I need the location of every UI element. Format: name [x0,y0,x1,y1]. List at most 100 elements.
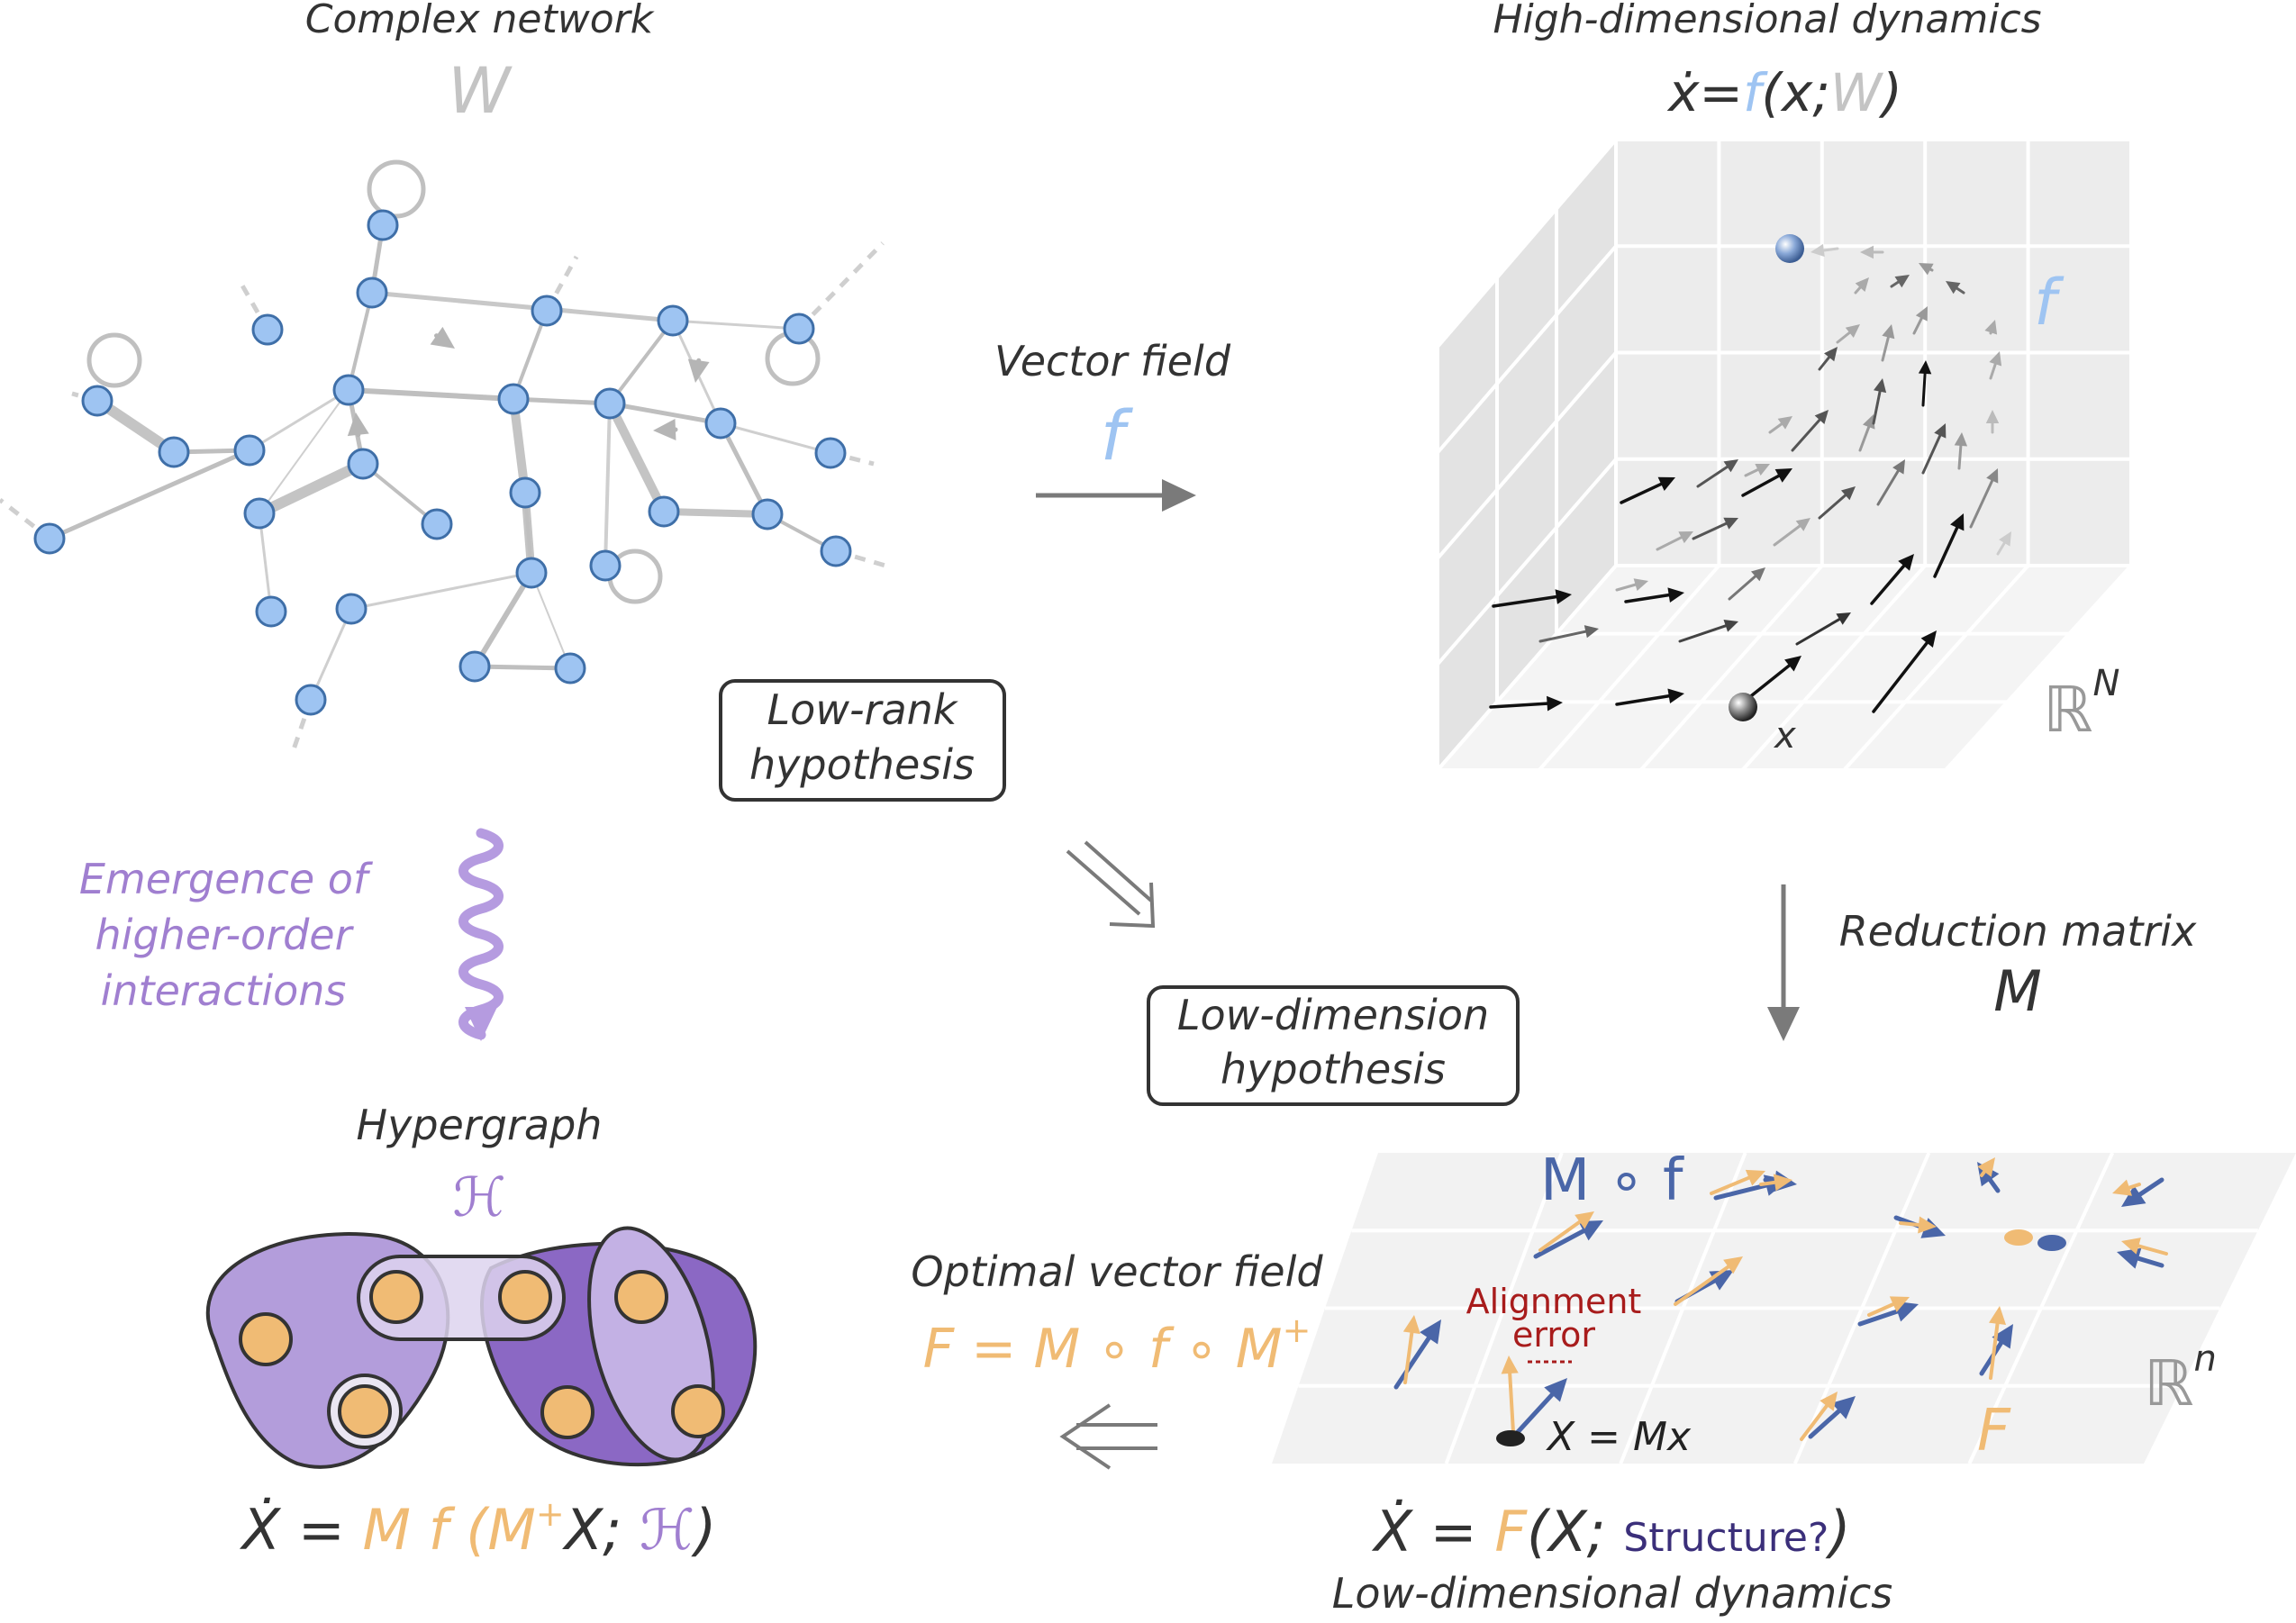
F-arrow [1710,1169,1765,1195]
network-edge-arrow-head [430,326,455,349]
high-dim-arrow [1656,531,1693,551]
high-dim-arrow-head [1840,486,1856,501]
high-dim-arrow [1624,587,1684,603]
high-dim-arrow-head [1810,243,1825,258]
high-dim-arrow-shaft [1928,267,1934,272]
high-dim-arrow-head [1723,459,1738,473]
high-dim-arrow-head [1795,518,1810,531]
network-node [33,522,66,555]
mof-arrow-head [1831,1396,1856,1419]
mof-arrow-shaft [2136,1256,2164,1268]
high-dim-arrow-shaft [1492,594,1558,608]
mof-arrow-shaft [1808,1409,1841,1439]
vector-field-label: Vector field [994,337,1231,385]
low-dim-box: Low-dimension hypothesis [1147,985,1520,1106]
network-edge [511,396,613,406]
network-title: Complex network [305,0,655,42]
network-node [251,313,284,346]
low-dim-vector-field [1393,1157,2168,1441]
eq-end: ) [1878,62,1902,123]
reduction-label: Reduction matrix [1839,907,2197,956]
high-dim-arrow-shaft [1791,418,1821,452]
network-node [704,407,737,440]
high-dim-arrow-head [1989,351,2002,367]
F-arrow [1501,1356,1519,1434]
F-arrow-shaft [1508,1371,1515,1434]
high-dim-arrow [1620,476,1675,504]
wavy-arrow [458,828,504,1040]
network-edge [349,571,533,611]
network-node [589,549,622,582]
high-dim-arrow-head [1547,695,1563,712]
high-dim-arrow-shaft [1989,362,1997,380]
state-label-x: x [1773,715,1796,757]
mof-arrow-head [1992,1324,2013,1349]
network-node [347,448,379,480]
network-node [820,535,852,567]
F-arrow-head [1820,1392,1838,1411]
high-dim-arrow-head [1920,630,1937,648]
high-dim-arrow-shaft [1890,280,1900,288]
network-node [158,436,190,468]
mof-label: M ∘ f [1540,1147,1684,1214]
network-node [458,650,491,683]
high-dim-arrow-shaft [1656,536,1683,551]
network-node [783,313,815,345]
plane-grid-line [1619,1152,1747,1464]
high-dim-arrow-head [1774,468,1792,483]
high-dim-arrow-head [1855,277,1869,293]
high-dim-arrow-head [1667,587,1684,603]
emergence-line1: Emergence of [79,855,373,903]
high-dim-arrow [1836,324,1860,344]
high-dim-arrow-shaft [1969,479,1994,529]
high-dim-arrow [1860,245,1884,259]
hypergraph-node [540,1385,594,1439]
high-dim-arrow [1615,578,1648,592]
network-node [509,476,541,509]
high-dim-arrow-head [1862,414,1875,430]
network-edge [603,402,612,567]
high-dim-arrow-head [1882,324,1895,340]
high-dim-title: High-dimensional dynamics [1493,0,2041,42]
F-arrow [1800,1392,1838,1441]
network-node [421,508,453,540]
high-dim-arrow-head [1860,245,1874,259]
network-node [554,652,586,685]
high-dim-arrow-head [1915,306,1928,322]
network-self-loop [86,332,142,388]
high-dim-arrow-head [1984,320,1998,335]
high-dim-arrow-head [1894,275,1910,288]
attractor-point [1775,234,1804,263]
field-label-F: F [1977,1398,2011,1464]
F-arrow-shaft [1899,1221,1921,1228]
high-dim-arrow-head [1946,281,1961,295]
ld-eq-x: Ẋ = [1371,1499,1494,1564]
high-dim-arrow-head [1678,531,1693,544]
high-dim-arrow-shaft [1956,286,1965,295]
eq-mid: (x; [1761,62,1830,123]
network-edge-arrow-head [347,413,369,437]
high-dim-arrow-shaft [1854,286,1862,295]
mof-arrow [1515,1378,1567,1435]
optimal-equation: F = M ∘ f ∘ M+ [923,1310,1311,1381]
high-dim-arrow-shaft [1624,593,1671,603]
high-dim-arrow-shaft [1768,422,1783,434]
network-node [81,385,113,417]
low-rank-line1: Low-rank [767,685,959,734]
box-grid-line [1740,564,1927,772]
reduction-symbol: M [1993,958,2042,1024]
low-rank-box: Low-rank hypothesis [719,679,1006,802]
optimal-panel: Optimal vector field F = M ∘ f ∘ M+ [911,1247,1323,1381]
network-edge [605,399,668,516]
hypergraph-node [369,1270,423,1324]
F-arrow-shaft [1980,1170,1986,1177]
F-arrow-shaft [1710,1175,1751,1195]
high-dim-arrow [1872,630,1937,713]
network-node [515,557,548,589]
high-dim-arrow-shaft [1692,521,1728,540]
low-dim-caption: Low-dimensional dynamics [1332,1569,1892,1618]
high-dim-arrow [1728,567,1765,601]
space-n: n [2193,1338,2216,1380]
high-dim-arrow-shaft [1921,372,1927,407]
vector-field-arrowhead [1162,479,1196,512]
